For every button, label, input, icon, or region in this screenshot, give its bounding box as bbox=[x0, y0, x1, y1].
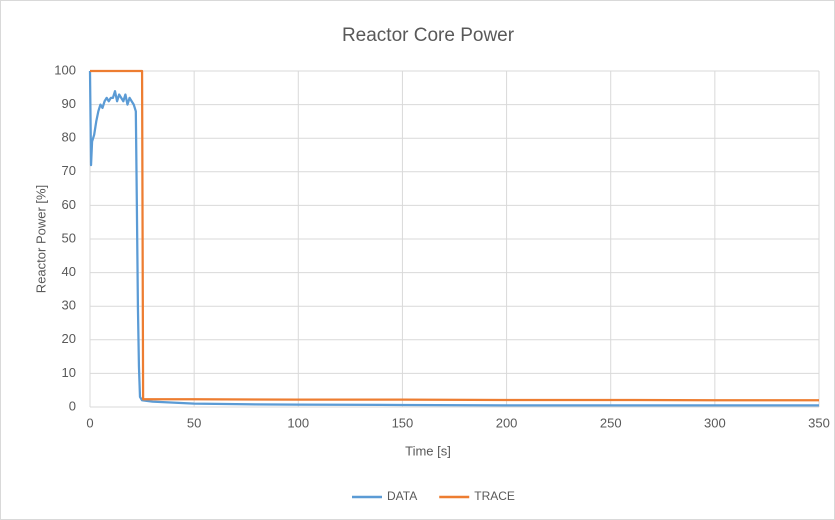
x-tick-label: 50 bbox=[187, 415, 201, 430]
y-tick-label: 70 bbox=[62, 163, 76, 178]
y-tick-label: 10 bbox=[62, 365, 76, 380]
y-tick-label: 90 bbox=[62, 96, 76, 111]
x-tick-label: 250 bbox=[600, 415, 622, 430]
y-tick-label: 0 bbox=[69, 398, 76, 413]
y-tick-label: 40 bbox=[62, 264, 76, 279]
x-tick-label: 200 bbox=[496, 415, 518, 430]
legend-label: TRACE bbox=[474, 489, 515, 503]
y-axis-label: Reactor Power [%] bbox=[33, 185, 48, 293]
x-tick-label: 350 bbox=[808, 415, 830, 430]
x-tick-label: 300 bbox=[704, 415, 726, 430]
y-tick-label: 100 bbox=[54, 62, 76, 77]
x-tick-label: 0 bbox=[86, 415, 93, 430]
x-tick-label: 100 bbox=[287, 415, 309, 430]
y-tick-label: 20 bbox=[62, 331, 76, 346]
y-tick-label: 80 bbox=[62, 130, 76, 145]
y-tick-label: 50 bbox=[62, 230, 76, 245]
x-axis-label: Time [s] bbox=[405, 443, 451, 458]
data-line bbox=[88, 70, 819, 407]
y-tick-label: 60 bbox=[62, 197, 76, 212]
legend-label: DATA bbox=[387, 489, 417, 503]
data-line bbox=[90, 69, 819, 402]
chart-title: Reactor Core Power bbox=[342, 25, 515, 46]
y-tick-label: 30 bbox=[62, 298, 76, 313]
x-tick-label: 150 bbox=[392, 415, 414, 430]
